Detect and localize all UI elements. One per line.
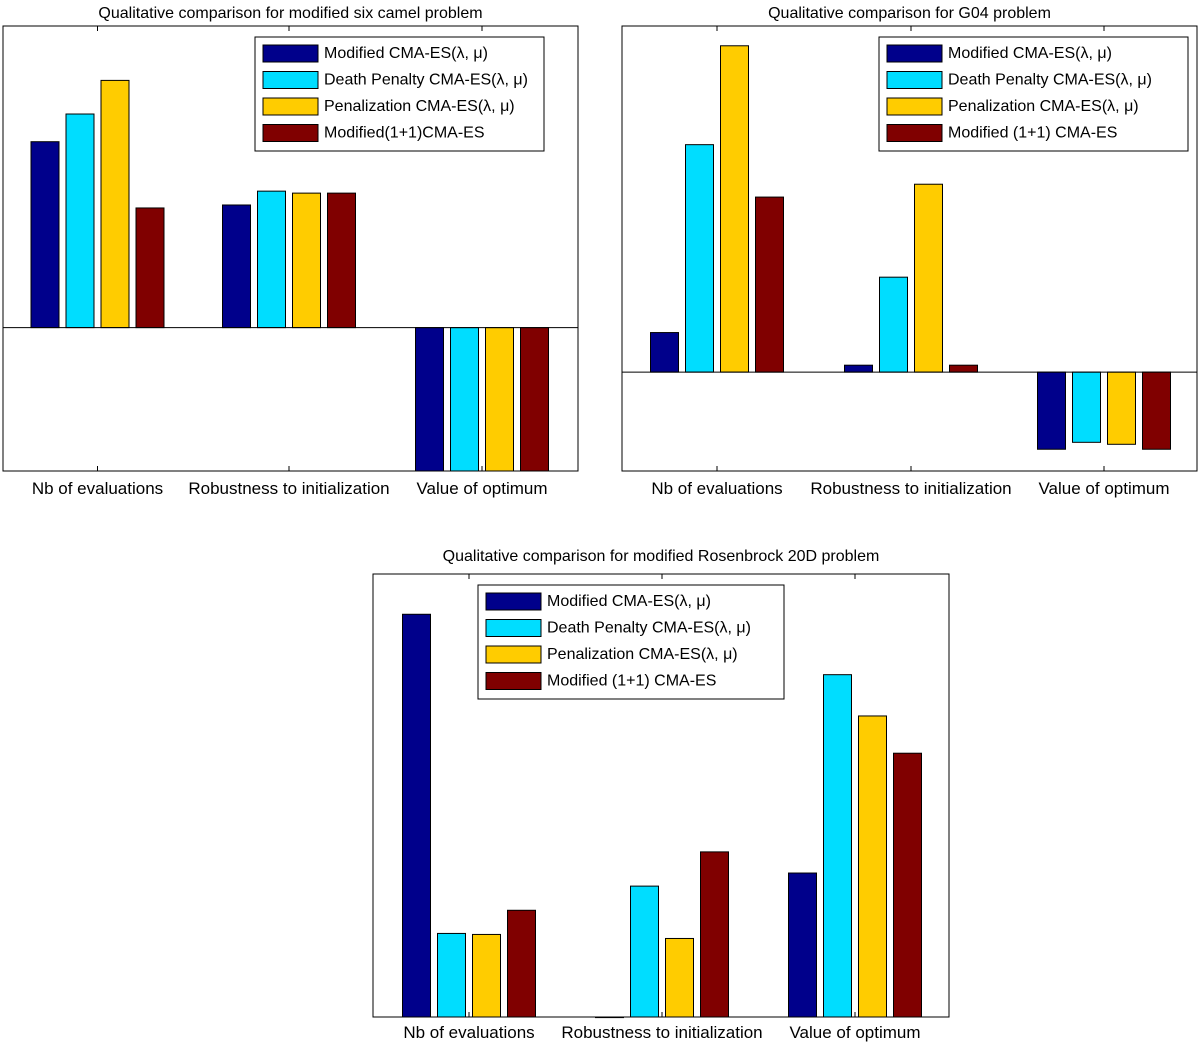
legend-swatch-series-2 xyxy=(886,71,943,89)
legend: Modified CMA-ES(λ, μ) Death Penalty CMA-E… xyxy=(878,36,1189,152)
legend-label: Modified CMA-ES(λ, μ) xyxy=(547,593,711,610)
bar-nb-of-evaluations-series-2 xyxy=(65,113,95,329)
bar-robustness-to-initialization-series-3 xyxy=(665,937,694,1018)
bar-value-of-optimum-series-2 xyxy=(450,327,479,472)
legend-label: Modified (1+1) CMA-ES xyxy=(948,125,1117,142)
chart-panel-2: Qualitative comparison for G04 problem Nb… xyxy=(621,5,1198,498)
chart-title: Qualitative comparison for modified Rose… xyxy=(443,548,880,565)
legend-swatch-series-3 xyxy=(262,97,319,116)
legend-label: Modified CMA-ES(λ, μ) xyxy=(324,45,488,62)
x-tick-label-robustness-to-initialization: Robustness to initialization xyxy=(561,1023,762,1042)
legend-swatch-series-1 xyxy=(485,592,542,611)
bar-nb-of-evaluations-series-1 xyxy=(650,332,679,373)
bar-robustness-to-initialization-series-1 xyxy=(595,1016,624,1019)
legend-swatch-series-1 xyxy=(886,44,943,63)
x-tick-label-robustness-to-initialization: Robustness to initialization xyxy=(810,479,1011,498)
legend-swatch-series-3 xyxy=(886,97,943,116)
bar-nb-of-evaluations-series-3 xyxy=(720,45,749,373)
x-tick-label-nb-of-evaluations: Nb of evaluations xyxy=(651,479,782,498)
bar-robustness-to-initialization-series-3 xyxy=(914,183,943,373)
bar-nb-of-evaluations-series-2 xyxy=(685,144,714,373)
legend-label: Modified CMA-ES(λ, μ) xyxy=(948,45,1112,62)
legend-swatch-series-1 xyxy=(262,44,319,63)
bar-value-of-optimum-series-2 xyxy=(823,674,852,1018)
legend-label: Death Penalty CMA-ES(λ, μ) xyxy=(948,72,1152,89)
legend-swatch-series-3 xyxy=(485,645,542,664)
bar-robustness-to-initialization-series-2 xyxy=(879,276,908,373)
chart-title: Qualitative comparison for G04 problem xyxy=(768,5,1051,22)
bar-value-of-optimum-series-1 xyxy=(415,327,444,472)
x-tick-label-value-of-optimum: Value of optimum xyxy=(1038,479,1169,498)
x-tick-label-value-of-optimum: Value of optimum xyxy=(416,479,547,498)
bar-nb-of-evaluations-series-3 xyxy=(100,79,130,329)
x-tick-label-nb-of-evaluations: Nb of evaluations xyxy=(32,479,163,498)
legend: Modified CMA-ES(λ, μ) Death Penalty CMA-E… xyxy=(477,584,785,700)
bar-value-of-optimum-series-4 xyxy=(520,327,549,472)
legend: Modified CMA-ES(λ, μ) Death Penalty CMA-E… xyxy=(254,36,545,152)
bar-value-of-optimum-series-1 xyxy=(788,872,817,1018)
legend-label: Death Penalty CMA-ES(λ, μ) xyxy=(324,72,528,89)
bar-nb-of-evaluations-series-4 xyxy=(755,196,784,373)
legend-swatch-series-4 xyxy=(886,124,943,142)
legend-label: Modified (1+1) CMA-ES xyxy=(547,673,716,690)
bar-value-of-optimum-series-4 xyxy=(893,752,922,1018)
legend-swatch-series-4 xyxy=(262,124,319,142)
chart-panel-3: Qualitative comparison for modified Rose… xyxy=(372,548,950,1042)
bar-value-of-optimum-series-3 xyxy=(858,715,887,1018)
bar-robustness-to-initialization-series-3 xyxy=(292,192,321,329)
bar-nb-of-evaluations-series-2 xyxy=(437,932,466,1018)
bar-robustness-to-initialization-series-4 xyxy=(949,364,978,373)
legend-swatch-series-2 xyxy=(262,71,319,89)
bar-nb-of-evaluations-series-1 xyxy=(402,613,431,1018)
bar-nb-of-evaluations-series-1 xyxy=(30,141,60,329)
bar-nb-of-evaluations-series-4 xyxy=(507,909,536,1018)
chart-panel-1: Qualitative comparison for modified six … xyxy=(2,5,579,498)
bar-value-of-optimum-series-4 xyxy=(1142,371,1171,450)
bar-nb-of-evaluations-series-4 xyxy=(135,207,165,329)
x-tick-label-value-of-optimum: Value of optimum xyxy=(789,1023,920,1042)
bar-nb-of-evaluations-series-3 xyxy=(472,933,501,1018)
bar-robustness-to-initialization-series-2 xyxy=(630,885,659,1018)
bar-robustness-to-initialization-series-4 xyxy=(327,192,356,329)
bar-value-of-optimum-series-3 xyxy=(1107,371,1136,445)
legend-label: Penalization CMA-ES(λ, μ) xyxy=(948,98,1139,115)
bar-robustness-to-initialization-series-1 xyxy=(222,204,251,329)
legend-label: Penalization CMA-ES(λ, μ) xyxy=(324,98,515,115)
x-tick-label-robustness-to-initialization: Robustness to initialization xyxy=(188,479,389,498)
legend-label: Modified(1+1)CMA-ES xyxy=(324,125,485,142)
bar-robustness-to-initialization-series-4 xyxy=(700,851,729,1018)
x-tick-label-nb-of-evaluations: Nb of evaluations xyxy=(403,1023,534,1042)
bar-value-of-optimum-series-3 xyxy=(485,327,514,472)
bar-value-of-optimum-series-1 xyxy=(1037,371,1066,450)
legend-swatch-series-2 xyxy=(485,619,542,637)
legend-label: Penalization CMA-ES(λ, μ) xyxy=(547,646,738,663)
legend-swatch-series-4 xyxy=(485,672,542,690)
bar-robustness-to-initialization-series-2 xyxy=(257,190,286,329)
bar-robustness-to-initialization-series-1 xyxy=(844,364,873,373)
chart-title: Qualitative comparison for modified six … xyxy=(98,5,482,22)
legend-label: Death Penalty CMA-ES(λ, μ) xyxy=(547,620,751,637)
bar-value-of-optimum-series-2 xyxy=(1072,371,1101,443)
